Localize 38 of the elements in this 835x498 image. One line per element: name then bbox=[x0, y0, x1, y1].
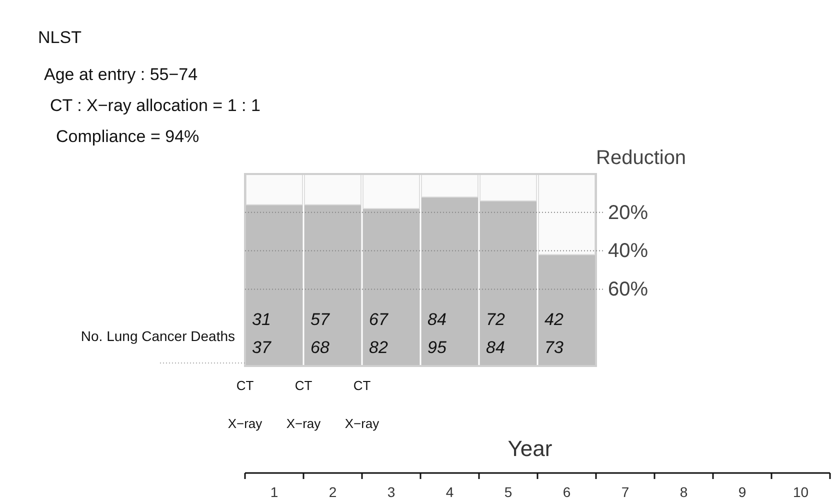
x-tick-label: 5 bbox=[504, 484, 512, 498]
chart-subtitle: Age at entry : 55−74 bbox=[44, 65, 198, 84]
annotation: 84 bbox=[486, 338, 505, 357]
text: Compliance = 94% bbox=[56, 127, 200, 146]
x-tick-label: 6 bbox=[562, 484, 571, 498]
annotation: 84 bbox=[428, 310, 446, 329]
y2-tick-label: 60% bbox=[608, 278, 648, 301]
annotation: 72 bbox=[486, 310, 506, 329]
text: CT : X−ray allocation = 1 : 1 bbox=[50, 96, 260, 115]
annotation: 95 bbox=[428, 338, 447, 357]
text: CT bbox=[294, 378, 312, 393]
x-tick-label: 8 bbox=[680, 484, 688, 498]
annotation: 67 bbox=[369, 310, 388, 329]
y2-axis-title: Reduction bbox=[596, 147, 686, 169]
x-tick-label: 3 bbox=[387, 484, 396, 498]
x-axis-title: Year bbox=[508, 436, 552, 461]
annotation: 31 bbox=[252, 310, 271, 329]
x-tick-label: 9 bbox=[738, 484, 746, 498]
text: No. Lung Cancer Deaths bbox=[80, 328, 235, 344]
annotation: 42 bbox=[544, 310, 564, 329]
annotation: 73 bbox=[544, 338, 564, 357]
annotation: 57 bbox=[310, 310, 330, 329]
annotation: 37 bbox=[252, 338, 272, 357]
annotation: 68 bbox=[310, 338, 330, 357]
text: CT bbox=[353, 378, 371, 393]
text: CT bbox=[236, 378, 254, 393]
x-tick-label: 2 bbox=[328, 484, 337, 498]
annotation: 82 bbox=[369, 338, 388, 357]
x-tick-label: 4 bbox=[446, 484, 454, 498]
x-tick-label: 7 bbox=[621, 484, 630, 498]
x-tick-label: 1 bbox=[270, 484, 278, 498]
text: X−ray bbox=[286, 416, 322, 431]
text: NLST bbox=[38, 28, 82, 47]
text: X−ray bbox=[228, 416, 263, 431]
text: X−ray bbox=[344, 416, 380, 431]
y2-tick-label: 40% bbox=[608, 240, 648, 262]
x-tick-label: 10 bbox=[792, 484, 809, 498]
y2-tick-label: 20% bbox=[608, 202, 648, 224]
